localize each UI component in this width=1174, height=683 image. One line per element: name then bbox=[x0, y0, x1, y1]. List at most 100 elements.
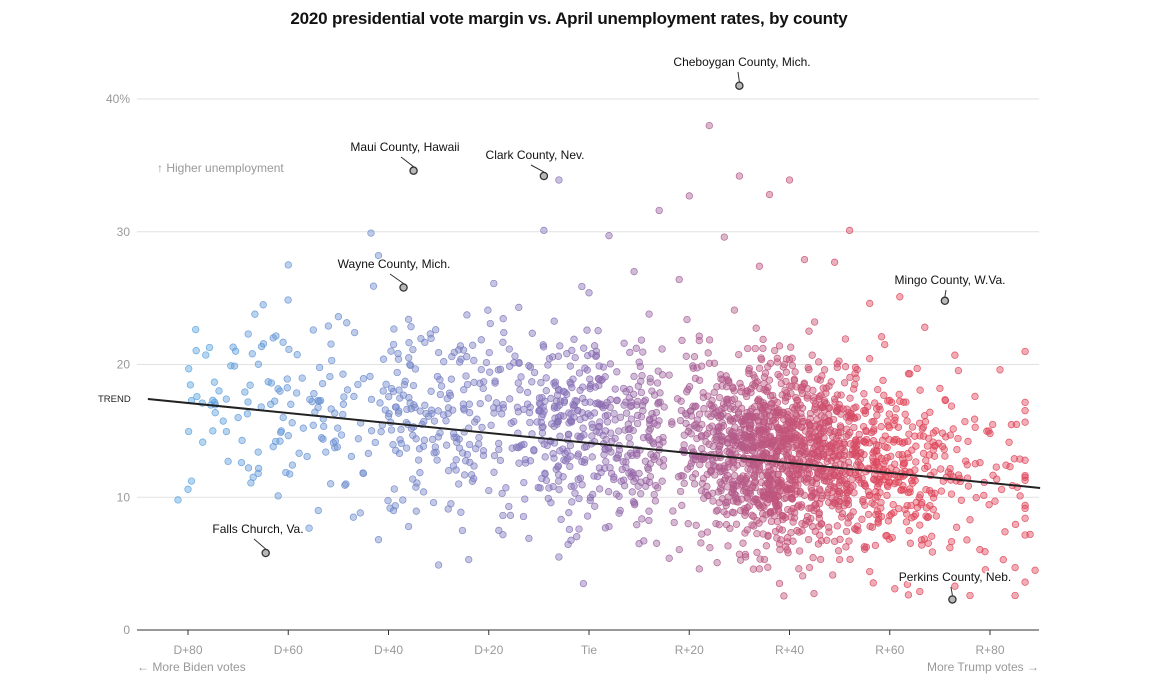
county-point bbox=[878, 436, 887, 444]
county-point bbox=[840, 476, 849, 484]
county-point bbox=[633, 521, 641, 529]
county-point bbox=[681, 409, 690, 418]
county-point bbox=[739, 539, 747, 547]
county-point bbox=[515, 359, 523, 367]
county-point bbox=[651, 497, 660, 505]
county-point bbox=[588, 453, 596, 461]
county-point bbox=[315, 363, 324, 372]
county-point bbox=[630, 390, 638, 398]
county-point bbox=[377, 428, 385, 436]
county-point bbox=[775, 579, 784, 588]
county-point bbox=[765, 462, 773, 471]
county-point bbox=[698, 445, 706, 453]
county-point bbox=[595, 464, 604, 472]
county-point bbox=[695, 376, 704, 384]
county-point bbox=[237, 458, 246, 467]
county-point bbox=[836, 428, 845, 436]
county-point bbox=[432, 326, 440, 334]
county-point bbox=[787, 389, 795, 398]
county-point bbox=[584, 351, 592, 360]
county-point bbox=[700, 405, 708, 413]
county-point bbox=[764, 407, 772, 415]
county-point bbox=[825, 528, 833, 536]
county-point bbox=[808, 351, 816, 359]
county-point bbox=[343, 386, 352, 394]
county-point bbox=[575, 525, 583, 533]
county-point bbox=[840, 379, 849, 387]
county-point bbox=[799, 572, 807, 580]
county-point bbox=[760, 409, 769, 418]
county-point bbox=[704, 392, 712, 400]
county-point bbox=[560, 456, 568, 464]
county-point bbox=[650, 490, 658, 499]
county-point bbox=[743, 437, 751, 445]
county-point bbox=[964, 482, 973, 490]
county-point bbox=[384, 412, 393, 420]
county-point bbox=[186, 381, 195, 389]
county-point bbox=[565, 509, 573, 517]
county-point bbox=[390, 325, 398, 333]
county-point bbox=[715, 426, 723, 435]
county-point bbox=[476, 399, 484, 408]
county-point bbox=[806, 414, 814, 423]
county-point bbox=[563, 350, 571, 358]
county-point bbox=[299, 424, 307, 432]
county-point bbox=[409, 381, 418, 390]
county-point bbox=[953, 445, 961, 454]
county-point bbox=[753, 530, 761, 538]
trend-line-group: TREND bbox=[98, 394, 1041, 489]
county-point bbox=[741, 511, 749, 519]
county-point bbox=[526, 418, 534, 427]
county-point bbox=[394, 349, 402, 358]
county-point bbox=[885, 436, 893, 444]
county-point bbox=[784, 549, 792, 557]
county-point bbox=[571, 489, 579, 497]
county-point bbox=[844, 496, 852, 505]
county-point bbox=[790, 376, 799, 385]
county-point bbox=[586, 398, 594, 406]
annotation-label: Mingo County, W.Va. bbox=[895, 273, 1006, 287]
county-point bbox=[792, 383, 801, 391]
county-point bbox=[829, 571, 837, 579]
county-point bbox=[842, 527, 851, 536]
county-point bbox=[787, 529, 795, 537]
county-point bbox=[881, 340, 889, 349]
county-point bbox=[883, 491, 891, 500]
county-point bbox=[556, 397, 564, 405]
county-point bbox=[391, 403, 400, 411]
county-point bbox=[420, 436, 429, 444]
county-point bbox=[840, 451, 848, 460]
county-point bbox=[951, 351, 959, 359]
county-point bbox=[716, 478, 724, 486]
county-point bbox=[606, 360, 615, 368]
county-point bbox=[963, 461, 971, 469]
county-point bbox=[807, 504, 815, 512]
county-point bbox=[869, 454, 877, 462]
county-point bbox=[542, 374, 550, 382]
county-point bbox=[820, 434, 828, 442]
county-point bbox=[894, 423, 903, 431]
county-point bbox=[775, 540, 784, 548]
county-point bbox=[432, 448, 440, 456]
county-point bbox=[396, 394, 404, 402]
county-point bbox=[774, 492, 782, 500]
county-point bbox=[833, 391, 842, 399]
county-point bbox=[490, 452, 499, 460]
county-point bbox=[864, 510, 873, 519]
county-point bbox=[400, 381, 409, 389]
county-point bbox=[287, 400, 295, 408]
county-point bbox=[811, 405, 819, 414]
county-point bbox=[709, 497, 717, 505]
county-point bbox=[997, 485, 1006, 494]
annotation-leader bbox=[400, 156, 414, 168]
county-point bbox=[254, 360, 263, 368]
county-point bbox=[485, 348, 493, 357]
county-point bbox=[753, 548, 761, 557]
county-point bbox=[695, 410, 704, 418]
county-point bbox=[902, 398, 910, 406]
county-point bbox=[187, 477, 196, 485]
county-point bbox=[795, 547, 804, 555]
county-point bbox=[920, 535, 929, 543]
county-point bbox=[689, 362, 697, 370]
county-point bbox=[862, 427, 870, 436]
